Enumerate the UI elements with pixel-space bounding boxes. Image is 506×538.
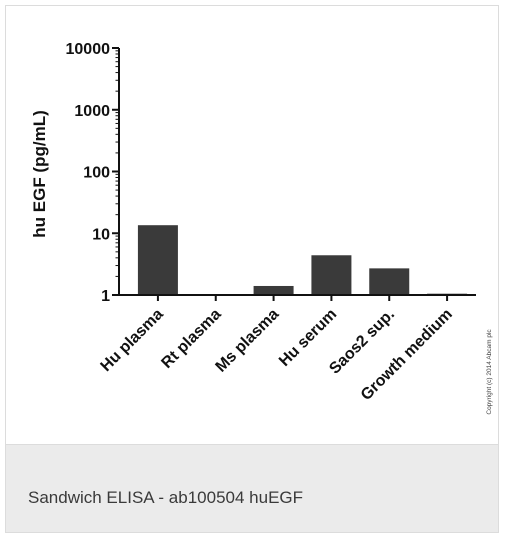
caption-text: Sandwich ELISA - ab100504 huEGF (28, 488, 304, 507)
bar-saos2-sup (369, 268, 410, 295)
y-tick-label: 100 (83, 165, 110, 182)
y-tick-label: 10 (92, 226, 110, 243)
egf-bar-chart: hu EGF (pg/mL) Copyright (c) 2014 Abcam … (30, 41, 493, 415)
y-tick-label: 1000 (74, 103, 110, 120)
figure-caption: Sandwich ELISA - ab100504 huEGF (6, 444, 498, 532)
y-tick-label: 1 (101, 288, 110, 305)
x-tick-label: Hu plasma (98, 306, 167, 375)
bar-hu-serum (311, 255, 352, 295)
figure-card: hu EGF (pg/mL) Copyright (c) 2014 Abcam … (5, 5, 499, 533)
figure-area: hu EGF (pg/mL) Copyright (c) 2014 Abcam … (6, 6, 498, 444)
y-axis-label: hu EGF (pg/mL) (30, 110, 49, 237)
x-tick-label: Ms plasma (213, 306, 283, 376)
copyright-notice: Copyright (c) 2014 Abcam plc (486, 329, 493, 415)
bar-ms-plasma (253, 285, 294, 295)
bar-hu-plasma (137, 225, 178, 295)
y-tick-label: 10000 (66, 41, 111, 58)
